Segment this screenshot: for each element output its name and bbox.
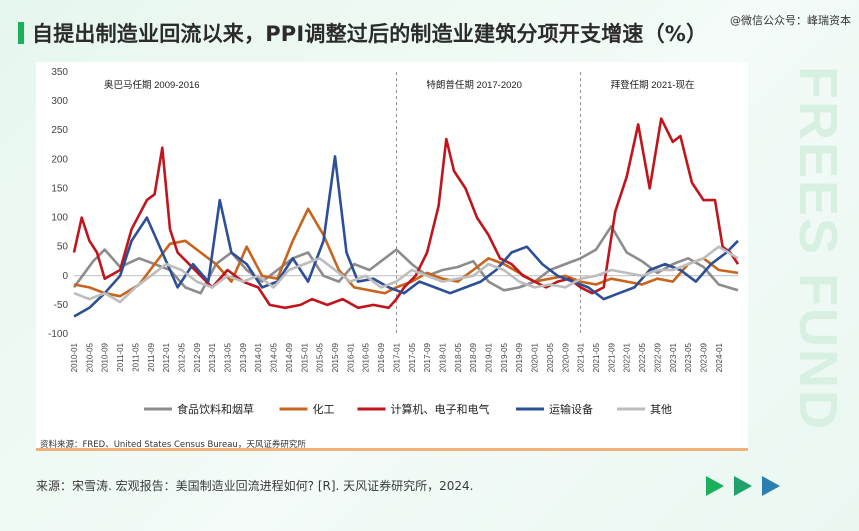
- title-accent-bar: [18, 22, 24, 44]
- period-label: 奥巴马任期 2009-2016: [104, 79, 200, 91]
- legend-label: 化工: [313, 402, 335, 416]
- x-tick-label: 2019-01: [485, 342, 494, 372]
- x-tick-label: 2013-05: [224, 342, 233, 372]
- x-tick-label: 2014-09: [285, 342, 294, 372]
- period-label: 特朗普任期 2017-2020: [426, 79, 522, 91]
- x-tick-label: 2024-01: [715, 342, 724, 372]
- x-tick-label: 2016-05: [362, 342, 371, 372]
- watermark-text: @微信公众号：峰瑞资本: [730, 14, 851, 27]
- chart-card: -100 -50 0 50 100 150 200 250 300 350 2010-01 2010-…: [36, 62, 748, 450]
- side-watermark: FREES FUND: [788, 66, 848, 431]
- legend-label: 运输设备: [549, 402, 593, 416]
- chart: -100 -50 0 50 100 150 200 250 300 350 2010-01 2010-…: [48, 67, 740, 416]
- series-line: [72, 117, 740, 310]
- series-line: [73, 155, 739, 318]
- x-tick-label: 2019-09: [515, 342, 524, 372]
- x-tick-label: 2017-01: [392, 342, 401, 372]
- arrow-decoration: [706, 476, 780, 496]
- x-tick-label: 2020-09: [561, 342, 570, 372]
- x-tick-label: 2021-01: [577, 342, 586, 372]
- page-title: 自提出制造业回流以来，PPI调整过后的制造业建筑分项开支增速（%）: [32, 22, 708, 46]
- x-tick-label: 2018-09: [469, 342, 478, 372]
- y-tick-label: 50: [57, 242, 69, 253]
- x-tick-label: 2010-01: [70, 342, 79, 372]
- y-tick-label: 150: [51, 183, 68, 194]
- play-arrow-icon: [706, 476, 724, 496]
- y-tick-label: -50: [54, 300, 69, 311]
- x-tick-label: 2012-05: [177, 342, 186, 372]
- play-arrow-icon: [762, 476, 780, 496]
- y-tick-label: 250: [51, 125, 68, 136]
- play-arrow-icon: [734, 476, 752, 496]
- x-tick-label: 2011-01: [116, 342, 125, 371]
- series-line: [73, 207, 739, 298]
- legend-label: 计算机、电子和电气: [391, 402, 490, 416]
- y-tick-label: 0: [62, 271, 68, 282]
- y-tick-label: 350: [51, 67, 68, 78]
- x-tick-label: 2023-01: [669, 342, 678, 372]
- legend-label: 食品饮料和烟草: [177, 402, 254, 416]
- x-tick-label: 2010-09: [101, 342, 110, 372]
- x-tick-label: 2014-01: [254, 342, 263, 372]
- x-tick-label: 2023-09: [699, 342, 708, 372]
- x-tick-label: 2013-01: [208, 342, 217, 372]
- x-tick-label: 2022-01: [623, 342, 632, 372]
- x-tick-label: 2012-01: [162, 342, 171, 372]
- x-tick-label: 2022-05: [638, 342, 647, 372]
- y-tick-label: 200: [51, 154, 68, 165]
- y-tick-label: -100: [48, 329, 68, 340]
- series-line: [73, 245, 739, 304]
- source-note: 资料来源：FRED、United States Census Bureau，天风…: [40, 440, 306, 450]
- side-watermark-text: FREES FUND: [788, 66, 848, 431]
- x-tick-label: 2015-09: [331, 342, 340, 372]
- legend-label: 其他: [650, 403, 672, 416]
- x-tick-label: 2018-01: [438, 342, 447, 372]
- x-tick-label: 2015-01: [300, 342, 309, 372]
- series-line: [72, 225, 739, 295]
- x-tick-label: 2017-05: [408, 342, 417, 372]
- x-tick-label: 2012-09: [193, 342, 202, 372]
- x-tick-label: 2023-05: [684, 342, 693, 372]
- citation: 来源：宋雪涛. 宏观报告：美国制造业回流进程如何? [R]. 天风证券研究所，2…: [36, 479, 474, 493]
- x-tick-label: 2022-09: [653, 342, 662, 372]
- x-tick-label: 2013-09: [239, 342, 248, 372]
- y-tick-label: 300: [51, 96, 68, 107]
- x-tick-label: 2020-01: [531, 342, 540, 372]
- x-tick-label: 2011-05: [131, 342, 140, 371]
- x-tick-label: 2017-09: [423, 342, 432, 372]
- x-tick-label: 2016-09: [377, 342, 386, 372]
- x-tick-label: 2019-05: [500, 342, 509, 372]
- x-tick-label: 2020-05: [546, 342, 555, 372]
- x-tick-label: 2011-09: [147, 342, 156, 371]
- y-tick-label: 100: [51, 213, 68, 224]
- x-tick-label: 2014-05: [270, 342, 279, 372]
- x-tick-label: 2018-05: [454, 342, 463, 372]
- x-tick-label: 2021-09: [607, 342, 616, 372]
- x-tick-label: 2021-05: [592, 342, 601, 372]
- x-tick-label: 2015-05: [316, 342, 325, 372]
- x-tick-label: 2016-01: [346, 342, 355, 372]
- period-label: 拜登任期 2021-现在: [611, 79, 695, 91]
- card-divider: [36, 448, 748, 451]
- x-tick-label: 2010-05: [85, 342, 94, 372]
